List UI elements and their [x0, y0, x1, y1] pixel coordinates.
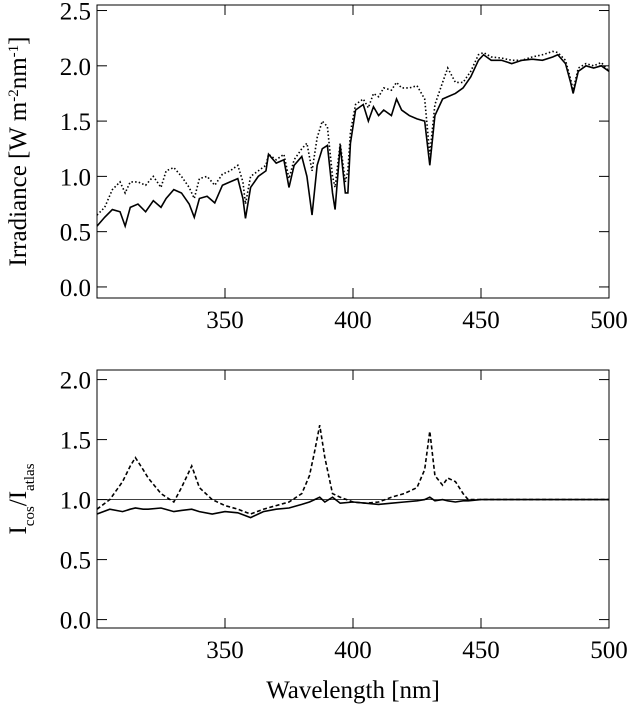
y-axis-label-part: -1 — [6, 45, 22, 58]
y-axis-label-part: Irradiance [W m — [5, 101, 32, 266]
y-tick-label: 0.5 — [60, 548, 91, 575]
y-axis-label-part: -2 — [6, 89, 22, 102]
x-tick-label: 500 — [590, 637, 628, 664]
y-tick-label: 2.0 — [60, 54, 91, 81]
y-tick-label: 0.5 — [60, 220, 91, 247]
y-axis-label: Irradiance [W m-2nm-1] — [5, 36, 32, 266]
y-tick-label: 0.0 — [60, 608, 91, 635]
data-line — [96, 425, 609, 515]
x-tick-label: 350 — [206, 637, 244, 664]
data-line — [96, 50, 610, 216]
x-tick-label: 350 — [206, 307, 244, 334]
y-tick-label: 0.0 — [60, 275, 91, 302]
data-line — [96, 53, 610, 229]
y-axis-label-part: /I — [5, 491, 32, 506]
y-axis-label-part: cos — [22, 506, 38, 526]
x-tick-label: 450 — [462, 307, 500, 334]
data-line — [96, 496, 609, 519]
y-tick-label: 1.0 — [60, 488, 91, 515]
x-tick-label: 500 — [590, 307, 628, 334]
y-axis-label-part: ] — [5, 36, 32, 44]
y-tick-label: 2.0 — [60, 368, 91, 395]
y-axis-label: Icos/Iatlas — [5, 463, 38, 534]
y-axis-label-part: atlas — [22, 463, 38, 491]
y-tick-label: 1.5 — [60, 109, 91, 136]
x-tick-label: 400 — [334, 637, 372, 664]
plot-frame — [96, 4, 610, 299]
x-tick-label: 450 — [462, 637, 500, 664]
y-tick-label: 1.5 — [60, 428, 91, 455]
x-axis-label: Wavelength [nm] — [266, 677, 440, 704]
y-tick-label: 1.0 — [60, 164, 91, 191]
y-tick-label: 2.5 — [60, 0, 91, 26]
y-axis-label-part: I — [5, 526, 32, 534]
y-axis-label-part: nm — [5, 57, 32, 90]
x-tick-label: 400 — [334, 307, 372, 334]
